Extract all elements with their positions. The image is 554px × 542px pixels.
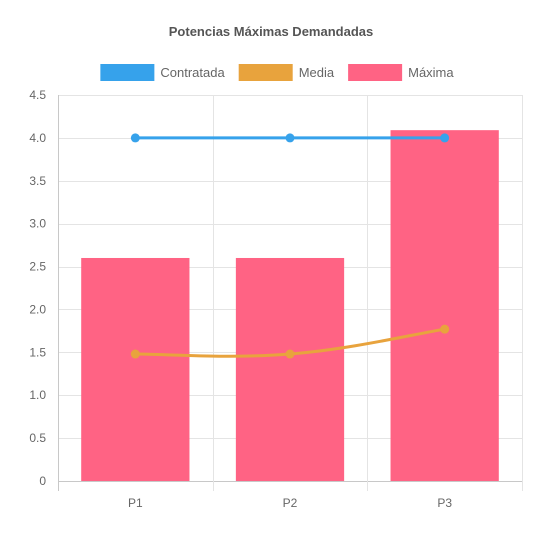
legend-swatch [100,64,155,81]
point-media-p2 [285,349,295,359]
y-tick-label: 3.0 [29,217,46,231]
x-tick-label: P3 [437,496,452,510]
legend-label: Contratada [160,65,225,80]
bar-maxima-p3 [390,130,499,481]
y-tick-label: 3.5 [29,174,46,188]
bar-series [81,130,499,481]
point-contratada-p1 [130,133,140,143]
bar-maxima-p1 [81,257,190,481]
legend-label: Máxima [408,65,454,80]
x-tick-label: P2 [283,496,298,510]
x-tick-label: P1 [128,496,143,510]
chart-title: Potencias Máximas Demandadas [169,24,373,39]
legend-swatch [348,64,403,81]
y-tick-label: 2.5 [29,260,46,274]
y-tick-label: 0 [39,474,46,488]
line-series [130,133,450,359]
point-media-p3 [440,324,450,334]
x-axis: P1 P2 P3 [128,496,452,510]
legend: Contratada Media Máxima [100,64,454,81]
point-contratada-p3 [440,133,450,143]
point-contratada-p2 [285,133,295,143]
y-axis: 0 0.5 1.0 1.5 2.0 2.5 3.0 3.5 4.0 4.5 [29,88,46,488]
y-tick-label: 1.5 [29,345,46,359]
y-tick-label: 2.0 [29,302,46,316]
y-tick-label: 1.0 [29,388,46,402]
bar-maxima-p2 [235,257,345,481]
y-tick-label: 0.5 [29,431,46,445]
y-tick-label: 4.0 [29,131,46,145]
legend-item-media[interactable]: Media [238,64,335,81]
legend-label: Media [299,65,335,80]
point-media-p1 [130,349,140,359]
legend-item-maxima[interactable]: Máxima [348,64,454,81]
y-tick-label: 4.5 [29,88,46,102]
legend-swatch [238,64,293,81]
legend-item-contratada[interactable]: Contratada [100,64,225,81]
